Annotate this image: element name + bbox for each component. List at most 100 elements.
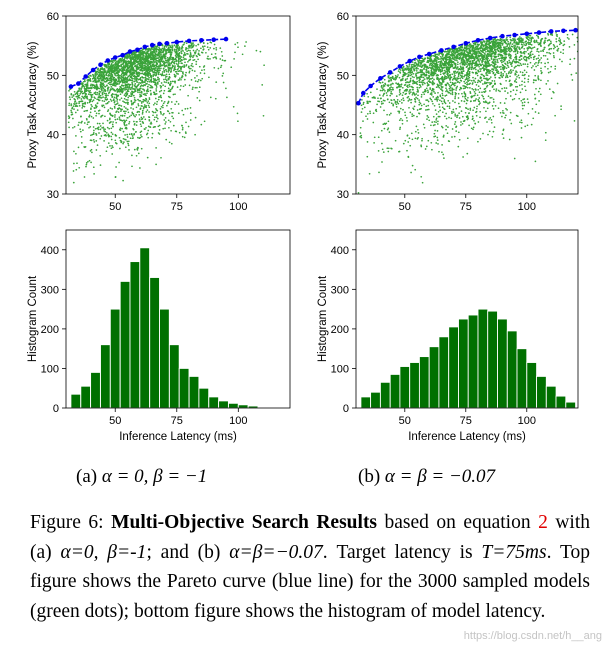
- sample-point: [389, 94, 392, 97]
- sample-point: [552, 47, 555, 50]
- sample-point: [541, 71, 543, 74]
- sample-point: [188, 67, 191, 70]
- sample-point: [158, 90, 161, 93]
- sample-point: [141, 79, 144, 82]
- sample-point: [168, 73, 171, 76]
- sample-point: [186, 50, 188, 53]
- sample-point: [422, 76, 425, 79]
- sample-point: [95, 81, 98, 84]
- sample-point: [478, 103, 480, 106]
- sample-point: [189, 54, 191, 57]
- sample-point: [71, 113, 74, 116]
- sample-point: [224, 59, 227, 62]
- sample-point: [487, 57, 489, 60]
- sample-point: [165, 52, 168, 54]
- sample-point: [129, 88, 132, 91]
- sample-point: [441, 94, 444, 97]
- sample-point: [117, 77, 120, 80]
- sample-point: [170, 51, 173, 54]
- sample-point: [171, 86, 174, 89]
- sample-point: [144, 76, 147, 79]
- sample-point: [113, 105, 116, 108]
- sample-point: [520, 127, 523, 129]
- sample-point: [454, 121, 457, 123]
- sample-point: [183, 64, 186, 66]
- sample-point: [539, 58, 541, 61]
- sample-point: [87, 78, 90, 81]
- sample-point: [136, 61, 138, 63]
- sample-point: [155, 163, 157, 166]
- sample-point: [116, 64, 118, 67]
- sample-point: [67, 121, 70, 124]
- sample-point: [200, 51, 203, 54]
- sample-point: [423, 103, 425, 106]
- sample-point: [457, 145, 460, 148]
- sample-point: [126, 133, 129, 136]
- sample-point: [119, 80, 122, 83]
- sample-point: [148, 102, 151, 105]
- sample-point: [399, 126, 402, 129]
- sample-point: [120, 65, 122, 67]
- sample-point: [169, 64, 171, 67]
- sample-point: [169, 96, 171, 99]
- sample-point: [133, 133, 136, 135]
- sample-point: [103, 106, 106, 109]
- sample-point: [140, 84, 143, 87]
- sample-point: [118, 90, 121, 93]
- sample-point: [167, 87, 170, 90]
- sample-point: [103, 134, 106, 137]
- sample-point: [161, 104, 164, 107]
- sample-point: [192, 55, 195, 57]
- sample-point: [88, 115, 90, 118]
- sample-point: [523, 69, 526, 72]
- sample-point: [129, 72, 131, 74]
- sample-point: [147, 90, 150, 93]
- sample-point: [566, 36, 569, 39]
- sample-point: [409, 99, 411, 101]
- sample-point: [440, 85, 443, 88]
- sample-point: [420, 104, 423, 107]
- sample-point: [138, 113, 141, 116]
- sample-point: [540, 61, 543, 64]
- sample-point: [81, 90, 84, 93]
- sample-point: [144, 128, 146, 131]
- sample-point: [158, 48, 160, 51]
- sample-point: [442, 153, 445, 156]
- sample-point: [459, 52, 461, 55]
- sample-point: [163, 65, 166, 67]
- sample-point: [131, 79, 134, 82]
- sample-point: [454, 113, 457, 116]
- sample-point: [106, 66, 108, 69]
- sample-point: [526, 63, 529, 66]
- sample-point: [185, 46, 187, 49]
- sample-point: [171, 49, 174, 52]
- sample-point: [127, 116, 129, 119]
- sample-point: [95, 149, 98, 151]
- sample-point: [454, 70, 457, 73]
- sample-point: [189, 49, 191, 52]
- sample-point: [454, 84, 456, 87]
- sample-point: [195, 60, 198, 63]
- sample-point: [398, 93, 401, 96]
- sample-point: [135, 120, 138, 123]
- sample-point: [106, 102, 109, 105]
- sample-point: [174, 75, 177, 77]
- sample-point: [118, 136, 121, 139]
- sample-point: [539, 93, 542, 96]
- sample-point: [444, 102, 447, 105]
- sample-point: [165, 70, 168, 73]
- sample-point: [463, 91, 466, 93]
- sample-point: [201, 69, 203, 72]
- sample-point: [170, 107, 173, 110]
- sample-point: [147, 64, 150, 67]
- sample-point: [177, 50, 180, 52]
- sample-point: [478, 97, 481, 99]
- sample-point: [464, 82, 467, 85]
- sample-point: [486, 74, 489, 77]
- sample-point: [105, 80, 107, 83]
- sample-point: [126, 136, 129, 138]
- sample-point: [169, 51, 171, 54]
- sample-point: [74, 111, 77, 114]
- sample-point: [208, 76, 210, 79]
- sample-point: [135, 114, 138, 116]
